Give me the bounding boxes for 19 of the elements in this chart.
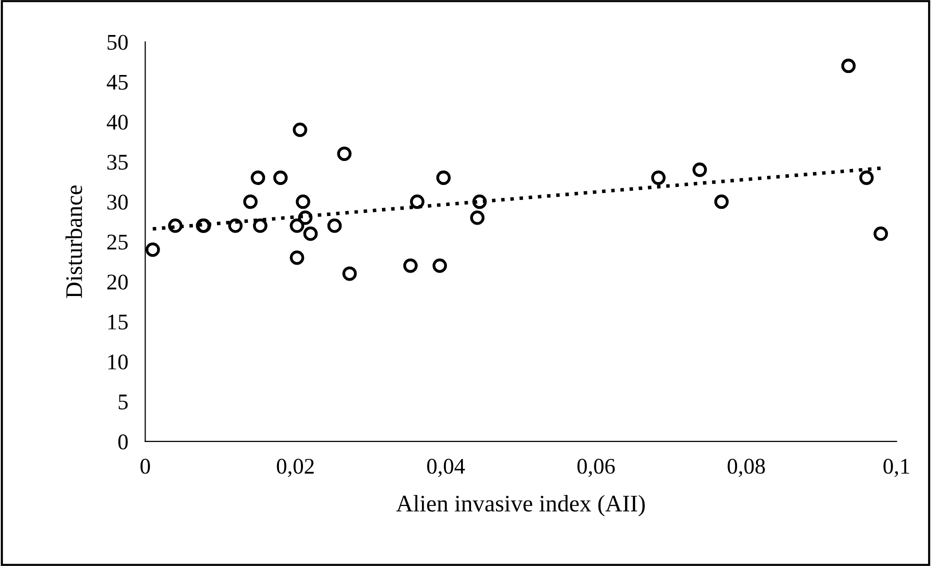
x-tick-label: 0,02 <box>276 458 314 477</box>
y-tick-label: 20 <box>107 274 128 290</box>
x-tick-label: 0,1 <box>884 458 910 477</box>
x-tick-label: 0,06 <box>577 458 615 477</box>
x-tick-label: 0,04 <box>427 458 465 477</box>
y-tick-label: 45 <box>106 74 128 90</box>
y-tick-label: 0 <box>118 434 128 450</box>
x-tick-label: 0,08 <box>728 458 765 477</box>
y-axis-title: Disturbance <box>65 185 82 298</box>
y-tick-label: 15 <box>108 314 128 330</box>
y-tick-label: 40 <box>106 114 128 130</box>
x-axis-title: Alien invasive index (AII) <box>396 494 645 516</box>
y-tick-label: 35 <box>107 154 128 170</box>
y-tick-label: 25 <box>107 234 128 250</box>
x-tick-label: 0 <box>140 458 150 474</box>
y-tick-label: 50 <box>108 34 128 50</box>
y-tick-label: 5 <box>118 394 128 410</box>
y-tick-label: 30 <box>107 194 128 210</box>
y-tick-label: 10 <box>108 354 128 370</box>
